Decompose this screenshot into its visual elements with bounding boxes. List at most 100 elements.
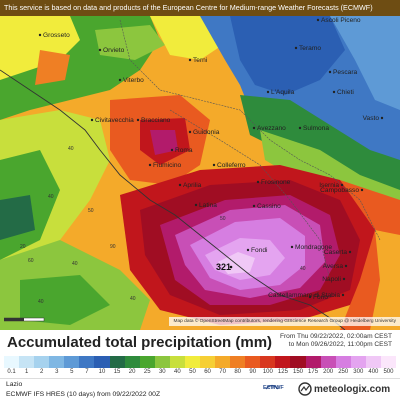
precip-zone (20, 275, 110, 325)
colorbar-swatch (184, 356, 201, 368)
city-label: Cassino (257, 203, 281, 210)
map-attribution: Map data © OpenStreetMap contributors, r… (169, 317, 400, 326)
colorbar-swatch (200, 356, 216, 368)
city-marker (332, 90, 336, 94)
city-marker (188, 58, 192, 62)
precip-zone (150, 130, 178, 155)
city-marker (266, 90, 270, 94)
city-marker (348, 250, 352, 254)
colorbar-swatch (365, 356, 381, 368)
city-label: Viterbo (123, 77, 144, 84)
city-marker (316, 18, 320, 22)
period-from: From Thu 09/22/2022, 02:00am CEST (279, 333, 392, 340)
period-to: to Mon 09/26/2022, 11:00pm CEST (288, 341, 392, 348)
city-label: Colleferro (217, 162, 246, 169)
colorbar-tick-label: 15 (113, 369, 121, 375)
precip-zone (218, 252, 255, 274)
max-value-label: 321 (216, 262, 231, 272)
precipitation-map[interactable]: Ascoli Piceno Grosseto Teramo Terni Pescara O… (0, 0, 400, 330)
colorbar-swatch (169, 356, 185, 368)
colorbar-swatch (335, 356, 351, 368)
precip-zone (35, 50, 70, 85)
contour-value-label: 90 (110, 244, 116, 250)
region-border (169, 109, 331, 281)
city-label: Campobasso (320, 187, 359, 194)
city-label: Fondi (251, 247, 268, 254)
city-marker (38, 33, 42, 37)
city-marker (188, 130, 192, 134)
forecast-period: From Thu 09/22/2022, 02:00am CEST to Mon… (280, 333, 392, 349)
city-label: Grosseto (43, 32, 70, 39)
city-marker (148, 163, 152, 167)
precip-zone (230, 16, 345, 95)
city-label: Ascoli Piceno (321, 17, 361, 24)
colorbar-tick-label: 1 (24, 369, 29, 375)
city-marker (194, 203, 198, 207)
contour-value-label: 60 (28, 258, 34, 264)
colorbar-swatch (139, 356, 155, 368)
city-label: Teramo (299, 45, 321, 52)
colorbar-tick-label: 100 (262, 369, 273, 375)
colorbar-swatch (245, 356, 261, 368)
colorbar-tick-label: 150 (292, 369, 304, 375)
city-marker (290, 245, 294, 249)
city-label: Napoli (322, 276, 341, 283)
city-marker (340, 183, 344, 187)
colorbar-tick-label: 250 (338, 369, 349, 375)
contour-value-label: 20 (20, 244, 26, 250)
precip-zone (95, 25, 165, 60)
contour-value-label: 40 (72, 261, 78, 267)
colorbar-swatch (4, 356, 20, 368)
city-marker (98, 48, 102, 52)
colorbar-tick-label: 70 (219, 369, 226, 375)
colorbar-swatch (94, 356, 110, 368)
city-marker (344, 264, 348, 268)
city-label: Castellammare di Stabia (268, 292, 340, 299)
city-label: L'Aquila (271, 89, 295, 96)
city-label: Guidonia (193, 129, 220, 136)
colorbar-tick-label: 10 (98, 369, 106, 375)
colorbar-tick-label: 300 (353, 369, 364, 375)
colorbar-swatch (79, 356, 95, 368)
colorbar-swatch (230, 356, 246, 368)
colorbar-tick-label: 30 (158, 369, 166, 375)
contour-value-label: 40 (130, 296, 136, 302)
colorbar-tick-label: 80 (234, 369, 242, 375)
meteologix-logo[interactable]: meteologix.com (298, 382, 390, 396)
contour-value-label: 40 (300, 266, 306, 272)
city-label: Caserta (324, 249, 347, 256)
city-marker (328, 70, 332, 74)
precip-zone (0, 195, 35, 240)
colorbar-tick-label: 175 (308, 369, 319, 375)
contour-value-label: 40 (38, 299, 44, 305)
city-label: Terni (193, 57, 208, 64)
ecmwf-logo-icon (265, 384, 279, 390)
max-value-marker (229, 265, 233, 269)
contour-value-label: 50 (220, 216, 226, 222)
city-marker (118, 78, 122, 82)
city-marker (212, 163, 216, 167)
city-marker (308, 295, 312, 299)
colorbar-swatch (154, 356, 170, 368)
city-label: Forio (313, 294, 328, 301)
colorbar-swatch (320, 356, 336, 368)
city-label: Avezzano (257, 125, 286, 132)
city-label: Bracciano (141, 117, 171, 124)
city-marker (178, 183, 182, 187)
colorbar-swatch (124, 356, 140, 368)
city-label: Isernia (319, 182, 339, 189)
precip-zone (0, 16, 80, 80)
colorbar-tick-label: 50 (189, 369, 196, 375)
colorbar-swatch (260, 356, 276, 368)
colorbar-tick-label: 20 (128, 369, 136, 375)
city-label: Aprilia (183, 182, 202, 189)
colorbar-swatch (109, 356, 125, 368)
colorbar-swatch (380, 356, 397, 368)
scale-bar (4, 317, 45, 322)
city-label: Mondragone (295, 244, 332, 251)
colorbar-tick-label: 5 (70, 369, 74, 375)
city-label: Civitavecchia (95, 117, 134, 124)
city-label: Frosinone (261, 179, 291, 186)
city-label: Orvieto (103, 47, 125, 54)
city-marker (360, 188, 364, 192)
